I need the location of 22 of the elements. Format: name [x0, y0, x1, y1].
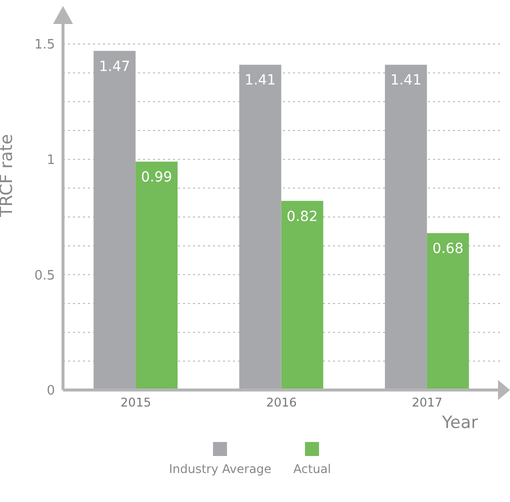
data-label: 0.68 — [432, 241, 464, 258]
bar — [136, 162, 178, 390]
data-label: 1.41 — [244, 72, 276, 89]
bar — [426, 233, 469, 390]
y-tick-label: 1 — [46, 152, 55, 168]
y-tick-label: 0.5 — [34, 268, 55, 284]
legend-label: Industry Average — [168, 462, 272, 476]
y-tick-label: 1.5 — [34, 38, 55, 53]
y-tick-label: 0 — [46, 384, 55, 399]
x-tick-label: 2017 — [412, 396, 442, 410]
bar — [384, 64, 427, 390]
bar — [281, 200, 324, 390]
data-label: 1.47 — [99, 58, 130, 75]
bar — [239, 64, 282, 390]
data-label: 1.41 — [390, 72, 422, 89]
bar — [94, 50, 136, 390]
data-label: 0.99 — [141, 170, 172, 186]
x-axis-title: Year — [441, 413, 478, 433]
x-tick-label: 2015 — [120, 396, 152, 410]
data-label: 0.82 — [286, 208, 318, 225]
x-tick-label: 2016 — [266, 396, 297, 410]
legend-label: Actual — [293, 462, 332, 476]
